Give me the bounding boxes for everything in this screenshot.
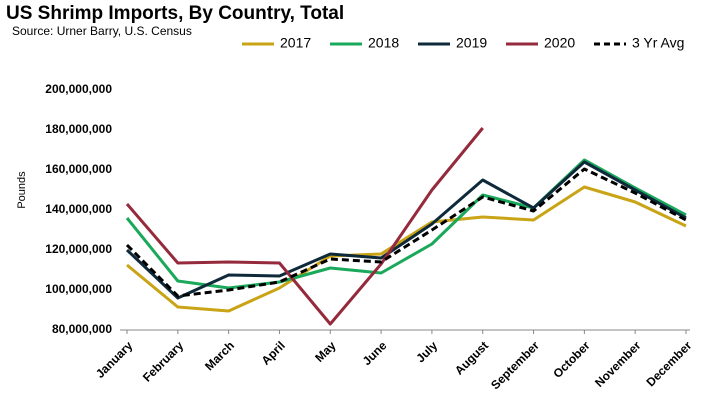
y-tick-label: 100,000,000 — [45, 282, 112, 296]
legend-label: 3 Yr Avg — [632, 35, 684, 51]
y-tick-label: 120,000,000 — [45, 242, 112, 256]
x-tick-label: July — [413, 338, 440, 365]
legend-label: 2020 — [544, 35, 575, 51]
x-tick-label: October — [550, 338, 593, 381]
series-line — [125, 160, 687, 300]
y-tick-label: 160,000,000 — [45, 162, 112, 176]
y-tick-label: 140,000,000 — [45, 202, 112, 216]
y-tick-label: 80,000,000 — [52, 322, 112, 336]
y-tick-label: 200,000,000 — [45, 82, 112, 96]
series-line — [126, 185, 687, 313]
x-tick-label: November — [592, 338, 644, 390]
x-tick-label: May — [312, 338, 339, 365]
y-tick-label: 180,000,000 — [45, 122, 112, 136]
x-tick-label: December — [643, 338, 694, 389]
x-tick-label: January — [93, 338, 136, 381]
x-tick-label: August — [452, 338, 491, 377]
y-axis-label: Pounds — [16, 171, 28, 209]
legend-label: 2019 — [456, 35, 487, 51]
x-tick-label: February — [140, 338, 186, 384]
x-tick-label: June — [360, 338, 390, 368]
chart-title: US Shrimp Imports, By Country, Total — [6, 3, 344, 24]
series-line — [125, 127, 484, 326]
x-tick-label: March — [202, 338, 237, 373]
series-line — [125, 158, 687, 290]
x-tick-label: April — [259, 338, 288, 367]
chart-subtitle: Source: Urner Barry, U.S. Census — [12, 24, 192, 38]
x-tick-label: September — [488, 338, 542, 392]
legend-label: 2017 — [280, 35, 311, 51]
legend-label: 2018 — [368, 35, 399, 51]
series-line — [125, 167, 687, 298]
